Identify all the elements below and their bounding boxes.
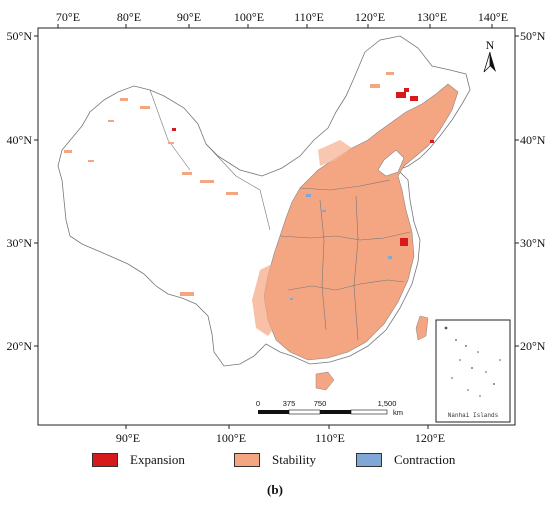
taiwan-island — [415, 315, 429, 341]
left-axis-ticks — [34, 35, 38, 347]
legend-label-stability: Stability — [272, 452, 317, 467]
stability-scatter-northwest — [64, 72, 394, 296]
scale-label-0: 0 — [256, 399, 260, 408]
legend-item-stability: Stability — [234, 452, 316, 468]
inset-islands — [444, 326, 501, 397]
right-tick-50n: 50°N — [520, 29, 546, 43]
map-figure: 70°E 80°E 90°E 100°E 110°E 120°E 130°E 1… — [7, 10, 546, 445]
nanhai-inset — [435, 319, 511, 423]
hainan-island — [315, 371, 335, 391]
left-tick-50n: 50°N — [7, 29, 33, 43]
bottom-axis-ticks — [125, 425, 429, 429]
top-tick-80e: 80°E — [117, 10, 141, 24]
top-tick-140e: 140°E — [478, 10, 508, 24]
top-tick-120e: 120°E — [355, 10, 385, 24]
legend-label-expansion: Expansion — [130, 452, 185, 467]
bohai-sea — [377, 149, 405, 177]
top-tick-110e: 110°E — [294, 10, 324, 24]
north-arrow — [483, 51, 496, 73]
expansion-patches — [172, 88, 434, 246]
stability-patch-southwest — [252, 262, 284, 336]
map-legend: Expansion Stability Contraction — [92, 452, 472, 474]
bottom-tick-120e: 120°E — [415, 431, 445, 445]
bottom-tick-100e: 100°E — [216, 431, 246, 445]
legend-label-contraction: Contraction — [394, 452, 456, 467]
inset-label: Nanhai Islands — [448, 412, 499, 419]
top-tick-70e: 70°E — [56, 10, 80, 24]
legend-swatch-stability — [234, 453, 260, 467]
scale-label-1500: 1,500 — [378, 399, 397, 408]
contraction-patches — [290, 194, 392, 300]
top-tick-130e: 130°E — [417, 10, 447, 24]
scale-label-750: 750 — [314, 399, 327, 408]
legend-swatch-contraction — [356, 453, 382, 467]
bottom-tick-110e: 110°E — [315, 431, 345, 445]
figure-caption: (b) — [267, 482, 283, 497]
scale-unit: km — [393, 408, 403, 417]
legend-item-expansion: Expansion — [92, 452, 185, 468]
scale-bar — [258, 409, 388, 415]
left-tick-30n: 30°N — [7, 236, 33, 250]
legend-swatch-expansion — [92, 453, 118, 467]
top-axis-ticks — [57, 24, 493, 28]
left-tick-40n: 40°N — [7, 133, 33, 147]
legend-item-contraction: Contraction — [356, 452, 455, 468]
bottom-tick-90e: 90°E — [116, 431, 140, 445]
north-label: N — [486, 38, 495, 52]
right-tick-40n: 40°N — [520, 133, 546, 147]
province-boundaries — [149, 89, 411, 341]
top-tick-100e: 100°E — [234, 10, 264, 24]
right-tick-20n: 20°N — [520, 339, 546, 353]
left-tick-20n: 20°N — [7, 339, 33, 353]
top-tick-90e: 90°E — [177, 10, 201, 24]
stability-patch-northwest — [318, 140, 352, 166]
right-tick-30n: 30°N — [520, 236, 546, 250]
scale-label-375: 375 — [283, 399, 296, 408]
right-axis-ticks — [515, 35, 519, 347]
